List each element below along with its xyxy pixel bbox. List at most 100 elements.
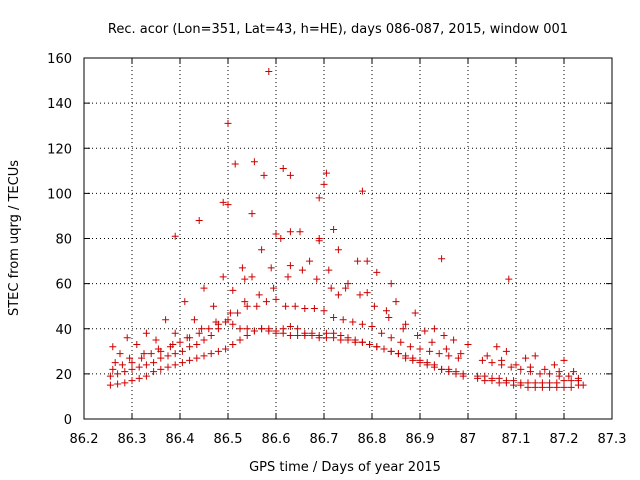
data-point (128, 377, 136, 385)
data-point (330, 225, 338, 233)
data-point (560, 356, 568, 364)
data-point (286, 332, 294, 340)
data-point (243, 332, 251, 340)
data-point (512, 361, 520, 369)
data-point (253, 302, 261, 310)
data-point (339, 316, 347, 324)
data-point (358, 187, 366, 195)
data-point (291, 302, 299, 310)
data-point (502, 377, 510, 385)
data-point (142, 361, 150, 369)
data-point (286, 322, 294, 330)
data-point (394, 350, 402, 358)
data-point (327, 284, 335, 292)
data-point (262, 298, 270, 306)
data-point (450, 336, 458, 344)
data-point (313, 275, 321, 283)
data-point (541, 365, 549, 373)
data-point (126, 354, 134, 362)
data-point (438, 365, 446, 373)
data-point (200, 336, 208, 344)
data-point (164, 352, 172, 360)
data-point (135, 363, 143, 371)
data-point (178, 347, 186, 355)
data-point (109, 343, 117, 351)
data-point (150, 368, 158, 376)
data-point (387, 347, 395, 355)
data-point (282, 302, 290, 310)
data-point (356, 291, 364, 299)
data-point (207, 332, 215, 340)
data-point (464, 341, 472, 349)
data-point (421, 327, 429, 335)
data-point (481, 372, 489, 380)
data-point (373, 343, 381, 351)
data-point (195, 329, 203, 337)
data-point (546, 370, 554, 378)
data-point (154, 345, 162, 353)
data-point (531, 379, 539, 387)
y-tick-label: 160 (47, 52, 72, 67)
x-tick-label: 86.4 (166, 432, 195, 447)
chart-title: Rec. acor (Lon=351, Lat=43, h=HE), days … (108, 22, 568, 37)
data-point (128, 359, 136, 367)
data-point (373, 268, 381, 276)
data-point (258, 325, 266, 333)
data-point (236, 336, 244, 344)
data-point (399, 325, 407, 333)
data-point (234, 309, 242, 317)
data-point (238, 264, 246, 272)
data-point (128, 365, 136, 373)
data-point (219, 273, 227, 281)
data-point (567, 383, 575, 391)
data-point (411, 309, 419, 317)
data-point (171, 329, 179, 337)
y-tick-label: 80 (55, 233, 72, 248)
data-point (157, 354, 165, 362)
data-point (121, 379, 129, 387)
data-point (190, 316, 198, 324)
data-point (250, 158, 258, 166)
data-point (536, 370, 544, 378)
data-point (284, 273, 292, 281)
data-points (106, 68, 587, 391)
data-point (296, 228, 304, 236)
data-point (402, 320, 410, 328)
data-point (555, 368, 563, 376)
y-tick-label: 40 (55, 323, 72, 338)
data-point (445, 352, 453, 360)
data-point (116, 350, 124, 358)
data-point (150, 359, 158, 367)
data-point (286, 262, 294, 270)
data-point (426, 347, 434, 355)
data-point (207, 350, 215, 358)
data-point (224, 201, 232, 209)
data-point (505, 275, 513, 283)
data-point (457, 350, 465, 358)
data-point (560, 377, 568, 385)
data-point (474, 372, 482, 380)
data-point (438, 255, 446, 263)
data-point (219, 198, 227, 206)
data-point (198, 325, 206, 333)
data-point (344, 334, 352, 342)
data-point (169, 341, 177, 349)
data-point (392, 298, 400, 306)
data-point (387, 280, 395, 288)
data-point (498, 356, 506, 364)
data-point (526, 363, 534, 371)
data-point (409, 356, 417, 364)
data-point (430, 363, 438, 371)
data-point (385, 313, 393, 321)
data-point (229, 320, 237, 328)
data-point (114, 380, 122, 388)
data-point (380, 345, 388, 353)
data-point (406, 343, 414, 351)
data-point (224, 316, 232, 324)
data-point (358, 320, 366, 328)
axis-ticks (83, 57, 613, 420)
x-tick-label: 86.9 (406, 432, 435, 447)
data-point (123, 334, 131, 342)
data-point (214, 347, 222, 355)
data-point (121, 368, 129, 376)
